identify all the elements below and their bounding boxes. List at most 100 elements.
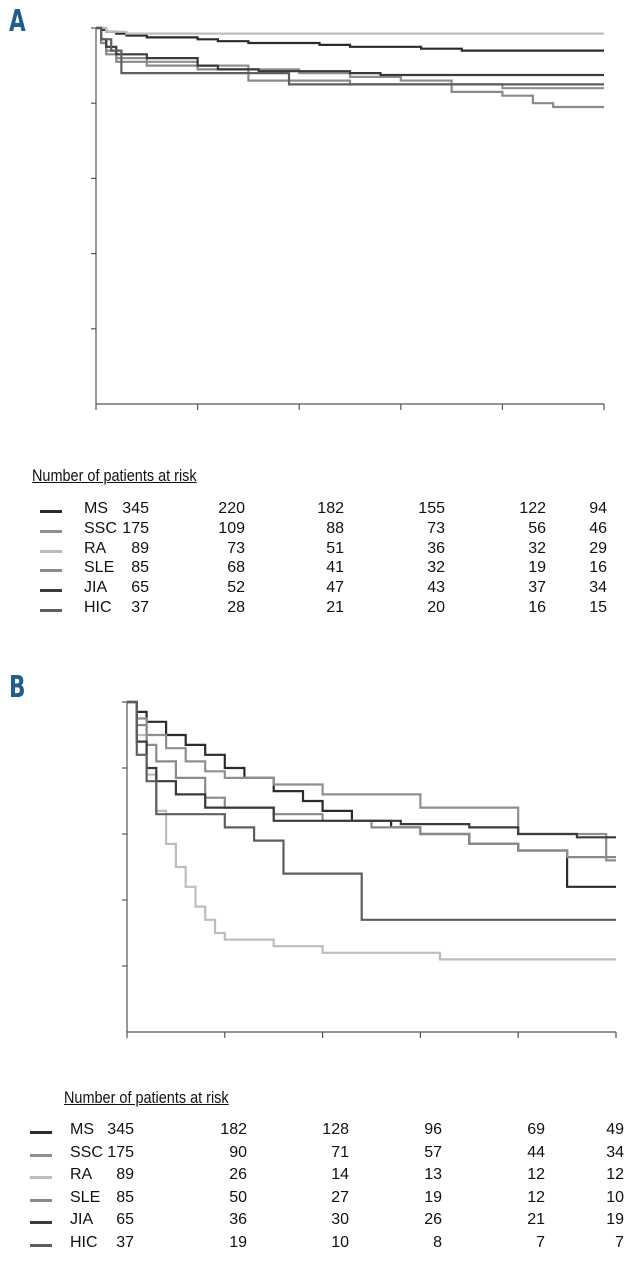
risk-row-sle: SLE 85 68 41 32 19 16 (0, 559, 639, 581)
risk-count: 16 (528, 599, 546, 616)
risk-row-ssc: SSC 175 109 88 73 56 46 (0, 520, 639, 542)
risk-count: 49 (606, 1121, 624, 1138)
risk-count: 7 (536, 1234, 545, 1251)
risk-count: 26 (424, 1211, 442, 1229)
risk-count: 44 (527, 1143, 545, 1161)
panel-a-label: A (9, 4, 26, 39)
risk-count: 122 (519, 500, 546, 517)
risk-count: 69 (527, 1121, 545, 1138)
risk-count: 47 (326, 579, 344, 597)
risk-row-jia: JIA 65 36 30 26 21 19 (0, 1211, 639, 1233)
risk-count: 15 (589, 599, 607, 616)
legend-swatch (40, 609, 62, 612)
survival-chart-b (122, 700, 617, 1038)
risk-count: 51 (326, 539, 344, 557)
group-label: SSC (84, 519, 117, 537)
risk-count: 19 (606, 1211, 624, 1229)
legend-swatch (40, 569, 62, 573)
risk-row-ra: RA 89 73 51 36 32 29 (0, 540, 639, 562)
survival-curve-hic (127, 700, 616, 921)
risk-count: 16 (589, 559, 607, 577)
risk-count: 89 (116, 1166, 134, 1184)
group-label: HIC (84, 599, 112, 616)
risk-count: 34 (589, 579, 607, 597)
risk-count: 73 (427, 519, 445, 537)
legend-swatch (40, 529, 62, 533)
legend-swatch (30, 1221, 52, 1225)
legend-swatch (30, 1198, 52, 1202)
risk-table-title: Number of patients at risk (32, 466, 197, 485)
risk-row-ssc: SSC 175 90 71 57 44 34 (0, 1144, 639, 1166)
risk-count: 37 (116, 1234, 134, 1251)
risk-count: 182 (220, 1121, 247, 1138)
risk-count: 85 (131, 559, 149, 577)
group-label: SLE (70, 1188, 101, 1206)
risk-count: 26 (229, 1166, 247, 1184)
survival-curve-ra (96, 26, 604, 35)
risk-count: 94 (589, 500, 607, 517)
risk-count: 73 (227, 539, 245, 557)
risk-count: 32 (528, 539, 546, 557)
risk-count: 43 (427, 579, 445, 597)
risk-table-title: Number of patients at risk (64, 1088, 229, 1107)
risk-count: 57 (424, 1143, 442, 1161)
group-label: JIA (70, 1211, 94, 1229)
group-label: JIA (84, 579, 108, 597)
risk-count: 155 (418, 500, 445, 517)
legend-swatch (30, 1153, 52, 1157)
group-label: RA (84, 539, 107, 557)
risk-count: 128 (322, 1121, 349, 1138)
risk-count: 109 (218, 519, 245, 537)
risk-count: 19 (229, 1234, 247, 1251)
risk-count: 50 (229, 1188, 247, 1206)
risk-count: 175 (122, 519, 149, 537)
risk-count: 10 (331, 1234, 349, 1251)
risk-row-hic: HIC 37 28 21 20 16 15 (0, 599, 639, 621)
risk-count: 21 (326, 599, 344, 616)
risk-count: 41 (326, 559, 344, 577)
risk-count: 36 (229, 1211, 247, 1229)
survival-curve-jia (127, 700, 616, 839)
risk-count: 71 (331, 1143, 349, 1161)
risk-count: 46 (589, 519, 607, 537)
risk-count: 68 (227, 559, 245, 577)
risk-count: 10 (606, 1188, 624, 1206)
survival-curve-ssc (127, 700, 616, 862)
group-label: MS (70, 1121, 94, 1138)
risk-row-jia: JIA 65 52 47 43 37 34 (0, 579, 639, 601)
risk-count: 37 (528, 579, 546, 597)
survival-curve-ms (96, 26, 604, 52)
group-label: SLE (84, 559, 115, 577)
risk-count: 30 (331, 1211, 349, 1229)
risk-count: 32 (427, 559, 445, 577)
risk-count: 19 (424, 1188, 442, 1206)
risk-count: 34 (606, 1143, 624, 1161)
risk-count: 88 (326, 519, 344, 537)
risk-count: 27 (331, 1188, 349, 1206)
legend-swatch (40, 549, 62, 553)
risk-count: 14 (331, 1166, 349, 1184)
legend-swatch (40, 510, 62, 513)
risk-row-ra: RA 89 26 14 13 12 12 (0, 1166, 639, 1188)
risk-count: 65 (116, 1211, 134, 1229)
panel-b-label: B (9, 670, 26, 705)
group-label: SSC (70, 1143, 103, 1161)
risk-count: 21 (527, 1211, 545, 1229)
risk-row-hic: HIC 37 19 10 8 7 7 (0, 1234, 639, 1256)
risk-count: 85 (116, 1188, 134, 1206)
risk-count: 36 (427, 539, 445, 557)
risk-count: 28 (227, 599, 245, 616)
survival-curve-sle (96, 26, 604, 109)
legend-swatch (30, 1131, 52, 1134)
risk-count: 182 (317, 500, 344, 517)
survival-curve-jia (96, 26, 604, 77)
risk-count: 12 (527, 1188, 545, 1206)
risk-count: 56 (528, 519, 546, 537)
risk-count: 37 (131, 599, 149, 616)
risk-count: 12 (527, 1166, 545, 1184)
risk-count: 12 (606, 1166, 624, 1184)
risk-count: 345 (122, 500, 149, 517)
risk-count: 20 (427, 599, 445, 616)
group-label: MS (84, 500, 108, 517)
legend-swatch (30, 1244, 52, 1247)
